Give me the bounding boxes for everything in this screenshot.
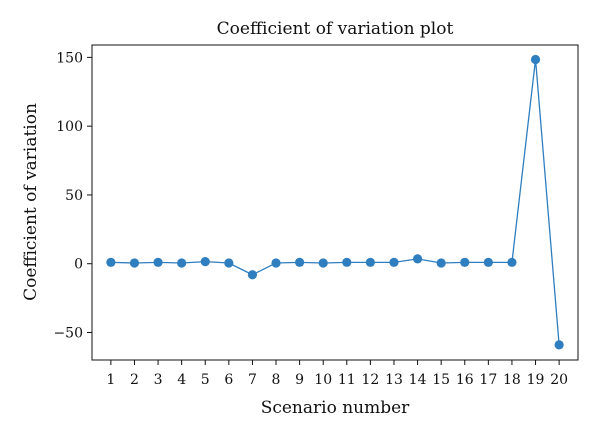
y-tick-label: 100 bbox=[56, 119, 83, 135]
x-tick-label: 16 bbox=[456, 372, 474, 388]
x-tick-label: 7 bbox=[248, 372, 257, 388]
x-tick-label: 6 bbox=[224, 372, 233, 388]
x-tick-label: 1 bbox=[106, 372, 115, 388]
data-point bbox=[271, 258, 281, 268]
y-axis-label: Coefficient of variation bbox=[21, 103, 41, 301]
data-point bbox=[153, 257, 163, 267]
x-tick-label: 17 bbox=[479, 372, 497, 388]
x-axis-label: Scenario number bbox=[261, 398, 410, 418]
data-point bbox=[247, 270, 258, 280]
data-point bbox=[177, 258, 187, 268]
x-tick-label: 10 bbox=[314, 372, 332, 388]
y-tick-label: −50 bbox=[53, 325, 83, 341]
data-point bbox=[365, 257, 375, 267]
y-tick-label: 0 bbox=[74, 257, 83, 273]
x-tick-label: 18 bbox=[503, 372, 521, 388]
x-tick-label: 12 bbox=[361, 372, 379, 388]
series-group bbox=[106, 54, 564, 350]
data-point bbox=[318, 258, 328, 268]
data-point bbox=[507, 257, 517, 267]
data-point bbox=[129, 258, 140, 268]
x-tick-label: 15 bbox=[432, 372, 450, 388]
data-point bbox=[554, 340, 564, 350]
data-point bbox=[295, 257, 305, 267]
data-point bbox=[483, 257, 493, 267]
data-point bbox=[460, 257, 470, 267]
data-point bbox=[389, 257, 399, 267]
data-point bbox=[106, 257, 116, 267]
data-point bbox=[436, 258, 446, 268]
x-tick-label: 13 bbox=[385, 372, 403, 388]
x-tick-label: 9 bbox=[295, 372, 304, 388]
x-tick-label: 19 bbox=[527, 372, 545, 388]
y-axis: −50 0 50 100 150 bbox=[53, 50, 92, 341]
plot-area bbox=[91, 44, 579, 361]
y-tick-label: 50 bbox=[65, 188, 83, 204]
x-tick-label: 5 bbox=[201, 372, 210, 388]
data-point bbox=[200, 257, 210, 267]
data-point bbox=[224, 258, 234, 268]
x-tick-label: 14 bbox=[409, 372, 427, 388]
x-axis: 1 2 3 4 5 6 7 8 9 10 11 12 13 14 15 16 17 18 19 20 bbox=[106, 360, 568, 388]
x-tick-label: 11 bbox=[338, 372, 356, 388]
x-tick-label: 2 bbox=[130, 372, 139, 388]
data-point bbox=[530, 54, 541, 65]
x-tick-label: 3 bbox=[154, 372, 163, 388]
x-tick-label: 20 bbox=[550, 372, 568, 388]
x-tick-label: 8 bbox=[272, 372, 281, 388]
chart-title: Coefficient of variation plot bbox=[217, 19, 454, 39]
x-tick-label: 4 bbox=[177, 372, 186, 388]
series-line bbox=[110, 59, 560, 345]
y-tick-label: 150 bbox=[56, 50, 83, 66]
data-point bbox=[412, 254, 423, 264]
data-point bbox=[342, 257, 352, 267]
